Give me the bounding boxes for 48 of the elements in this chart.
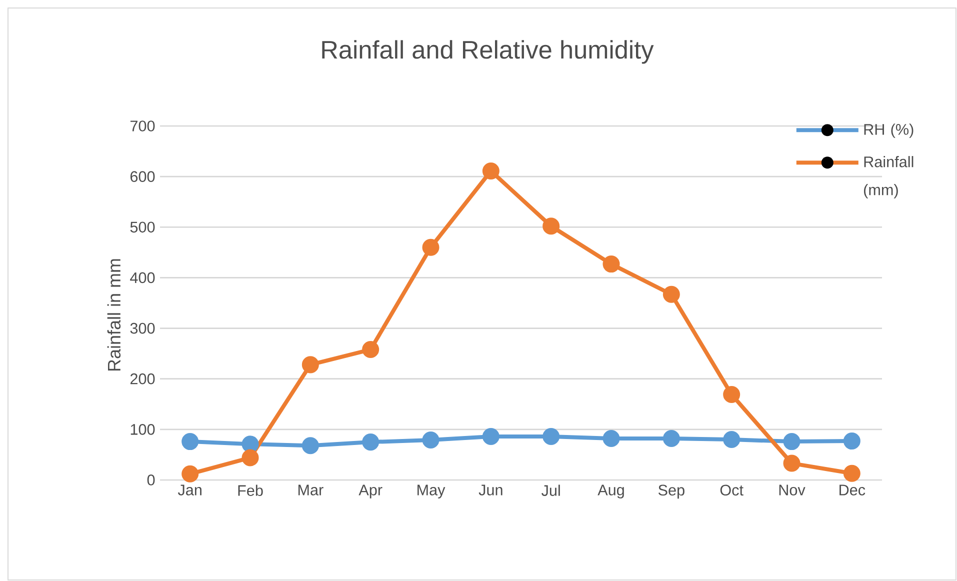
point	[542, 218, 560, 235]
y-tick-label: 400	[130, 272, 155, 284]
point	[783, 433, 800, 450]
point	[723, 386, 740, 404]
y-tick-label: 100	[130, 424, 155, 435]
y-tick-label: 600	[130, 171, 155, 182]
x-tick-label: Jan	[178, 484, 202, 496]
legend-label: Rainfall (mm)	[864, 156, 914, 198]
point	[482, 428, 500, 446]
x-tick-label: Aug	[598, 484, 624, 498]
point	[362, 341, 380, 358]
point	[783, 454, 800, 472]
y-axis-title: Rainfall in mm	[107, 259, 121, 371]
point	[362, 434, 380, 451]
point	[422, 432, 440, 449]
y-tick-label: 0	[147, 474, 155, 486]
x-tick-label: Jun	[478, 484, 502, 496]
point	[482, 162, 500, 180]
y-tick-label: 300	[130, 322, 155, 334]
x-tick-label: Jul	[542, 484, 560, 496]
point	[242, 436, 259, 453]
x-tick-label: Feb	[238, 484, 263, 496]
point	[602, 430, 620, 448]
x-tick-label: Apr	[358, 484, 382, 498]
chart-title: Rainfall and Relative humidity	[322, 40, 654, 64]
point	[662, 286, 680, 303]
point	[182, 465, 199, 482]
x-tick-label: Dec	[840, 484, 866, 496]
point	[302, 437, 319, 454]
point	[843, 464, 860, 482]
point	[242, 449, 259, 466]
point	[542, 428, 560, 446]
x-tick-label: Mar	[298, 484, 324, 496]
y-tick-label: 200	[130, 373, 155, 384]
point	[843, 432, 860, 450]
point	[302, 356, 319, 374]
point	[723, 431, 740, 448]
y-tick-label: 500	[130, 222, 155, 233]
x-tick-label: Sep	[658, 484, 684, 499]
x-tick-label: Oct	[720, 484, 744, 496]
legend-label: RH (%)	[864, 124, 914, 138]
point	[422, 238, 440, 256]
point	[602, 256, 620, 273]
x-tick-label: Nov	[779, 484, 806, 496]
x-tick-label: May	[418, 484, 446, 498]
point	[662, 430, 680, 448]
y-tick-label: 700	[130, 120, 155, 132]
point	[182, 433, 199, 450]
